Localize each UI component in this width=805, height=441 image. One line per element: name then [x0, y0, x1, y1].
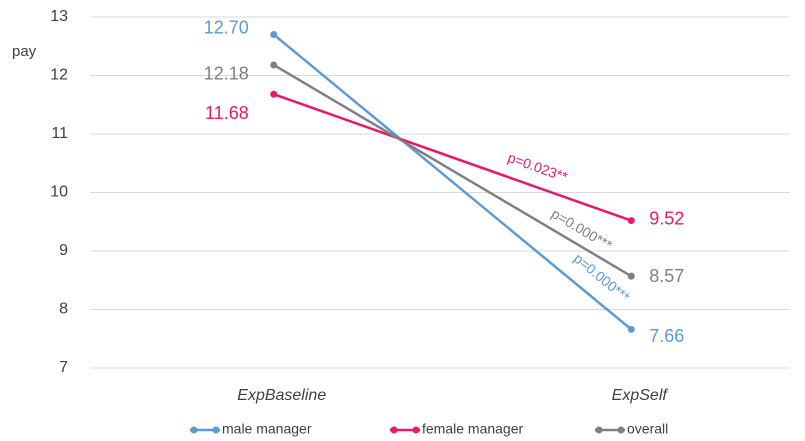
legend-marker — [212, 426, 220, 434]
legend-marker — [190, 426, 198, 434]
data-label: 9.52 — [649, 208, 684, 228]
y-tick-label: 9 — [59, 242, 68, 259]
legend-label: male manager — [222, 421, 312, 437]
y-tick-label: 7 — [59, 359, 68, 376]
data-point — [270, 61, 278, 69]
data-label: 12.70 — [204, 17, 249, 37]
y-tick-label: 10 — [50, 184, 68, 201]
data-label: 8.57 — [649, 266, 684, 286]
data-point — [627, 217, 635, 225]
series-line — [273, 63, 632, 278]
series-line — [273, 93, 632, 222]
data-label: 12.18 — [204, 64, 249, 84]
y-tick-label: 11 — [51, 125, 68, 142]
legend-marker — [617, 426, 625, 434]
series-line — [272, 33, 633, 331]
legend-marker — [595, 426, 603, 434]
x-tick-label: ExpBaseline — [237, 387, 326, 404]
y-axis-label: pay — [12, 43, 37, 60]
legend-label: female manager — [422, 421, 524, 437]
x-tick-label: ExpSelf — [612, 387, 669, 404]
data-label: 11.68 — [205, 103, 249, 123]
data-point — [270, 90, 278, 98]
y-tick-label: 13 — [50, 8, 68, 25]
legend-marker — [390, 426, 398, 434]
legend-label: overall — [627, 421, 668, 437]
data-point — [270, 31, 278, 39]
data-point — [627, 272, 635, 280]
legend-marker — [412, 426, 420, 434]
y-tick-label: 8 — [59, 301, 68, 318]
y-tick-label: 12 — [50, 67, 68, 84]
data-label: 7.66 — [649, 326, 684, 346]
data-point — [627, 325, 635, 333]
